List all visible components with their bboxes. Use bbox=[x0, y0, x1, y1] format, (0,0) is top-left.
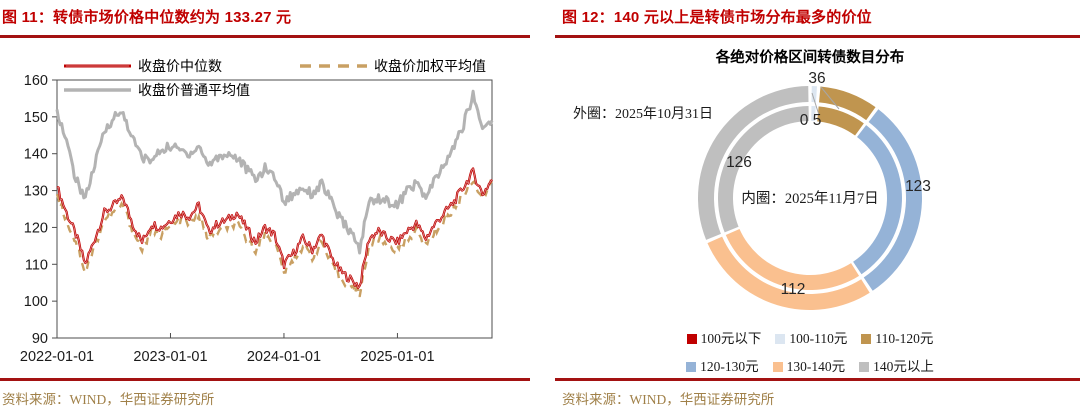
x-axis: 2022-01-01 2023-01-01 2024-01-01 2025-01-01 bbox=[20, 333, 435, 365]
figure-12-title-underline bbox=[555, 35, 1080, 38]
legend-swatch bbox=[772, 362, 783, 372]
series-average bbox=[55, 89, 494, 255]
donut-chart-svg: 各绝对价格区间转债数目分布 0 5 36 123 112 126 内圈：2025年11月7日 bbox=[697, 48, 931, 311]
legend-swatch bbox=[859, 362, 870, 372]
figure-11-source-note: 资料来源：WIND，华西证券研究所 bbox=[2, 392, 215, 407]
svg-text:2025-01-01: 2025-01-01 bbox=[360, 349, 434, 365]
line-chart: 90 100 110 120 130 140 150 160 2022-01-01 2023-01… bbox=[0, 45, 540, 380]
leader-lines bbox=[811, 86, 840, 116]
svg-text:2022-01-01: 2022-01-01 bbox=[20, 349, 94, 365]
legend-item: 120-130元 bbox=[686, 355, 759, 375]
figure-12-source-note: 资料来源：WIND，华西证券研究所 bbox=[562, 392, 775, 407]
svg-text:收盘价中位数: 收盘价中位数 bbox=[138, 58, 222, 75]
svg-text:0: 0 bbox=[800, 112, 809, 129]
svg-text:120: 120 bbox=[24, 220, 48, 236]
legend-swatch bbox=[775, 334, 786, 344]
svg-text:150: 150 bbox=[24, 110, 48, 126]
outer-ring bbox=[697, 86, 923, 311]
series-weighted-average bbox=[55, 179, 493, 298]
donut-legend: 100元以下 100-110元 110-120元 120-130元 130-140元 14… bbox=[540, 324, 1080, 383]
donut-data-labels: 0 5 36 123 112 126 bbox=[726, 70, 931, 298]
legend-item: 110-120元 bbox=[861, 327, 933, 347]
svg-text:收盘价加权平均值: 收盘价加权平均值 bbox=[374, 58, 486, 75]
svg-text:110: 110 bbox=[25, 257, 48, 273]
svg-text:126: 126 bbox=[726, 154, 752, 171]
svg-text:130: 130 bbox=[24, 184, 48, 200]
series-median bbox=[56, 167, 493, 290]
inner-ring bbox=[717, 106, 902, 290]
legend-swatch bbox=[861, 334, 872, 344]
figure-12-source-divider bbox=[555, 378, 1080, 381]
line-chart-svg: 90 100 110 120 130 140 150 160 2022-01-01 2023-01… bbox=[20, 58, 494, 365]
donut-legend-row-2: 120-130元 130-140元 140元以上 bbox=[540, 355, 1080, 375]
svg-text:36: 36 bbox=[808, 70, 825, 87]
legend-item: 140元以上 bbox=[859, 355, 934, 375]
figure-11-title-underline bbox=[0, 35, 530, 38]
y-axis: 90 100 110 120 130 140 150 160 bbox=[24, 73, 57, 347]
legend-label: 120-130元 bbox=[700, 359, 759, 374]
svg-text:140: 140 bbox=[24, 147, 48, 163]
legend-label: 100元以下 bbox=[700, 331, 762, 346]
donut-title: 各绝对价格区间转债数目分布 bbox=[715, 48, 905, 66]
legend-swatch bbox=[686, 334, 697, 344]
plot-frame bbox=[56, 79, 493, 339]
legend-label: 140元以上 bbox=[873, 359, 934, 374]
donut-chart: 各绝对价格区间转债数目分布 0 5 36 123 112 126 内圈：2025年11月7日 bbox=[540, 45, 1080, 330]
figure-11-source-divider bbox=[0, 378, 530, 381]
legend-item: 100元以下 bbox=[686, 327, 762, 347]
legend-label: 110-120元 bbox=[875, 331, 934, 346]
svg-text:2023-01-01: 2023-01-01 bbox=[133, 349, 207, 365]
figure-12-panel: 图 12：140 元以上是转债市场分布最多的价位 各绝对价格区间转债数目分布 0 5… bbox=[540, 0, 1080, 415]
series-median-core bbox=[56, 167, 493, 289]
svg-text:160: 160 bbox=[24, 73, 48, 89]
figure-12-title: 图 12：140 元以上是转债市场分布最多的价位 bbox=[562, 9, 872, 26]
outer-ring-caption: 外圈：2025年10月31日 bbox=[573, 107, 713, 122]
figure-11-title: 图 11：转债市场价格中位数约为 133.27 元 bbox=[2, 9, 292, 26]
legend-item: 100-110元 bbox=[775, 327, 847, 347]
figure-11-panel: 图 11：转债市场价格中位数约为 133.27 元 90 100 110 120 130… bbox=[0, 9, 540, 407]
svg-text:100: 100 bbox=[24, 294, 48, 310]
svg-text:90: 90 bbox=[32, 331, 48, 347]
donut-legend-row-1: 100元以下 100-110元 110-120元 bbox=[540, 327, 1080, 347]
legend-label: 100-110元 bbox=[789, 331, 848, 346]
legend-label: 130-140元 bbox=[786, 359, 846, 374]
inner-ring-caption: 内圈：2025年11月7日 bbox=[741, 190, 878, 207]
legend-swatch bbox=[686, 362, 697, 372]
legend-item: 130-140元 bbox=[772, 355, 846, 375]
svg-text:112: 112 bbox=[781, 281, 806, 298]
svg-text:123: 123 bbox=[905, 178, 931, 195]
svg-text:收盘价普通平均值: 收盘价普通平均值 bbox=[138, 82, 250, 99]
svg-text:5: 5 bbox=[813, 112, 822, 129]
svg-text:2024-01-01: 2024-01-01 bbox=[247, 349, 321, 365]
